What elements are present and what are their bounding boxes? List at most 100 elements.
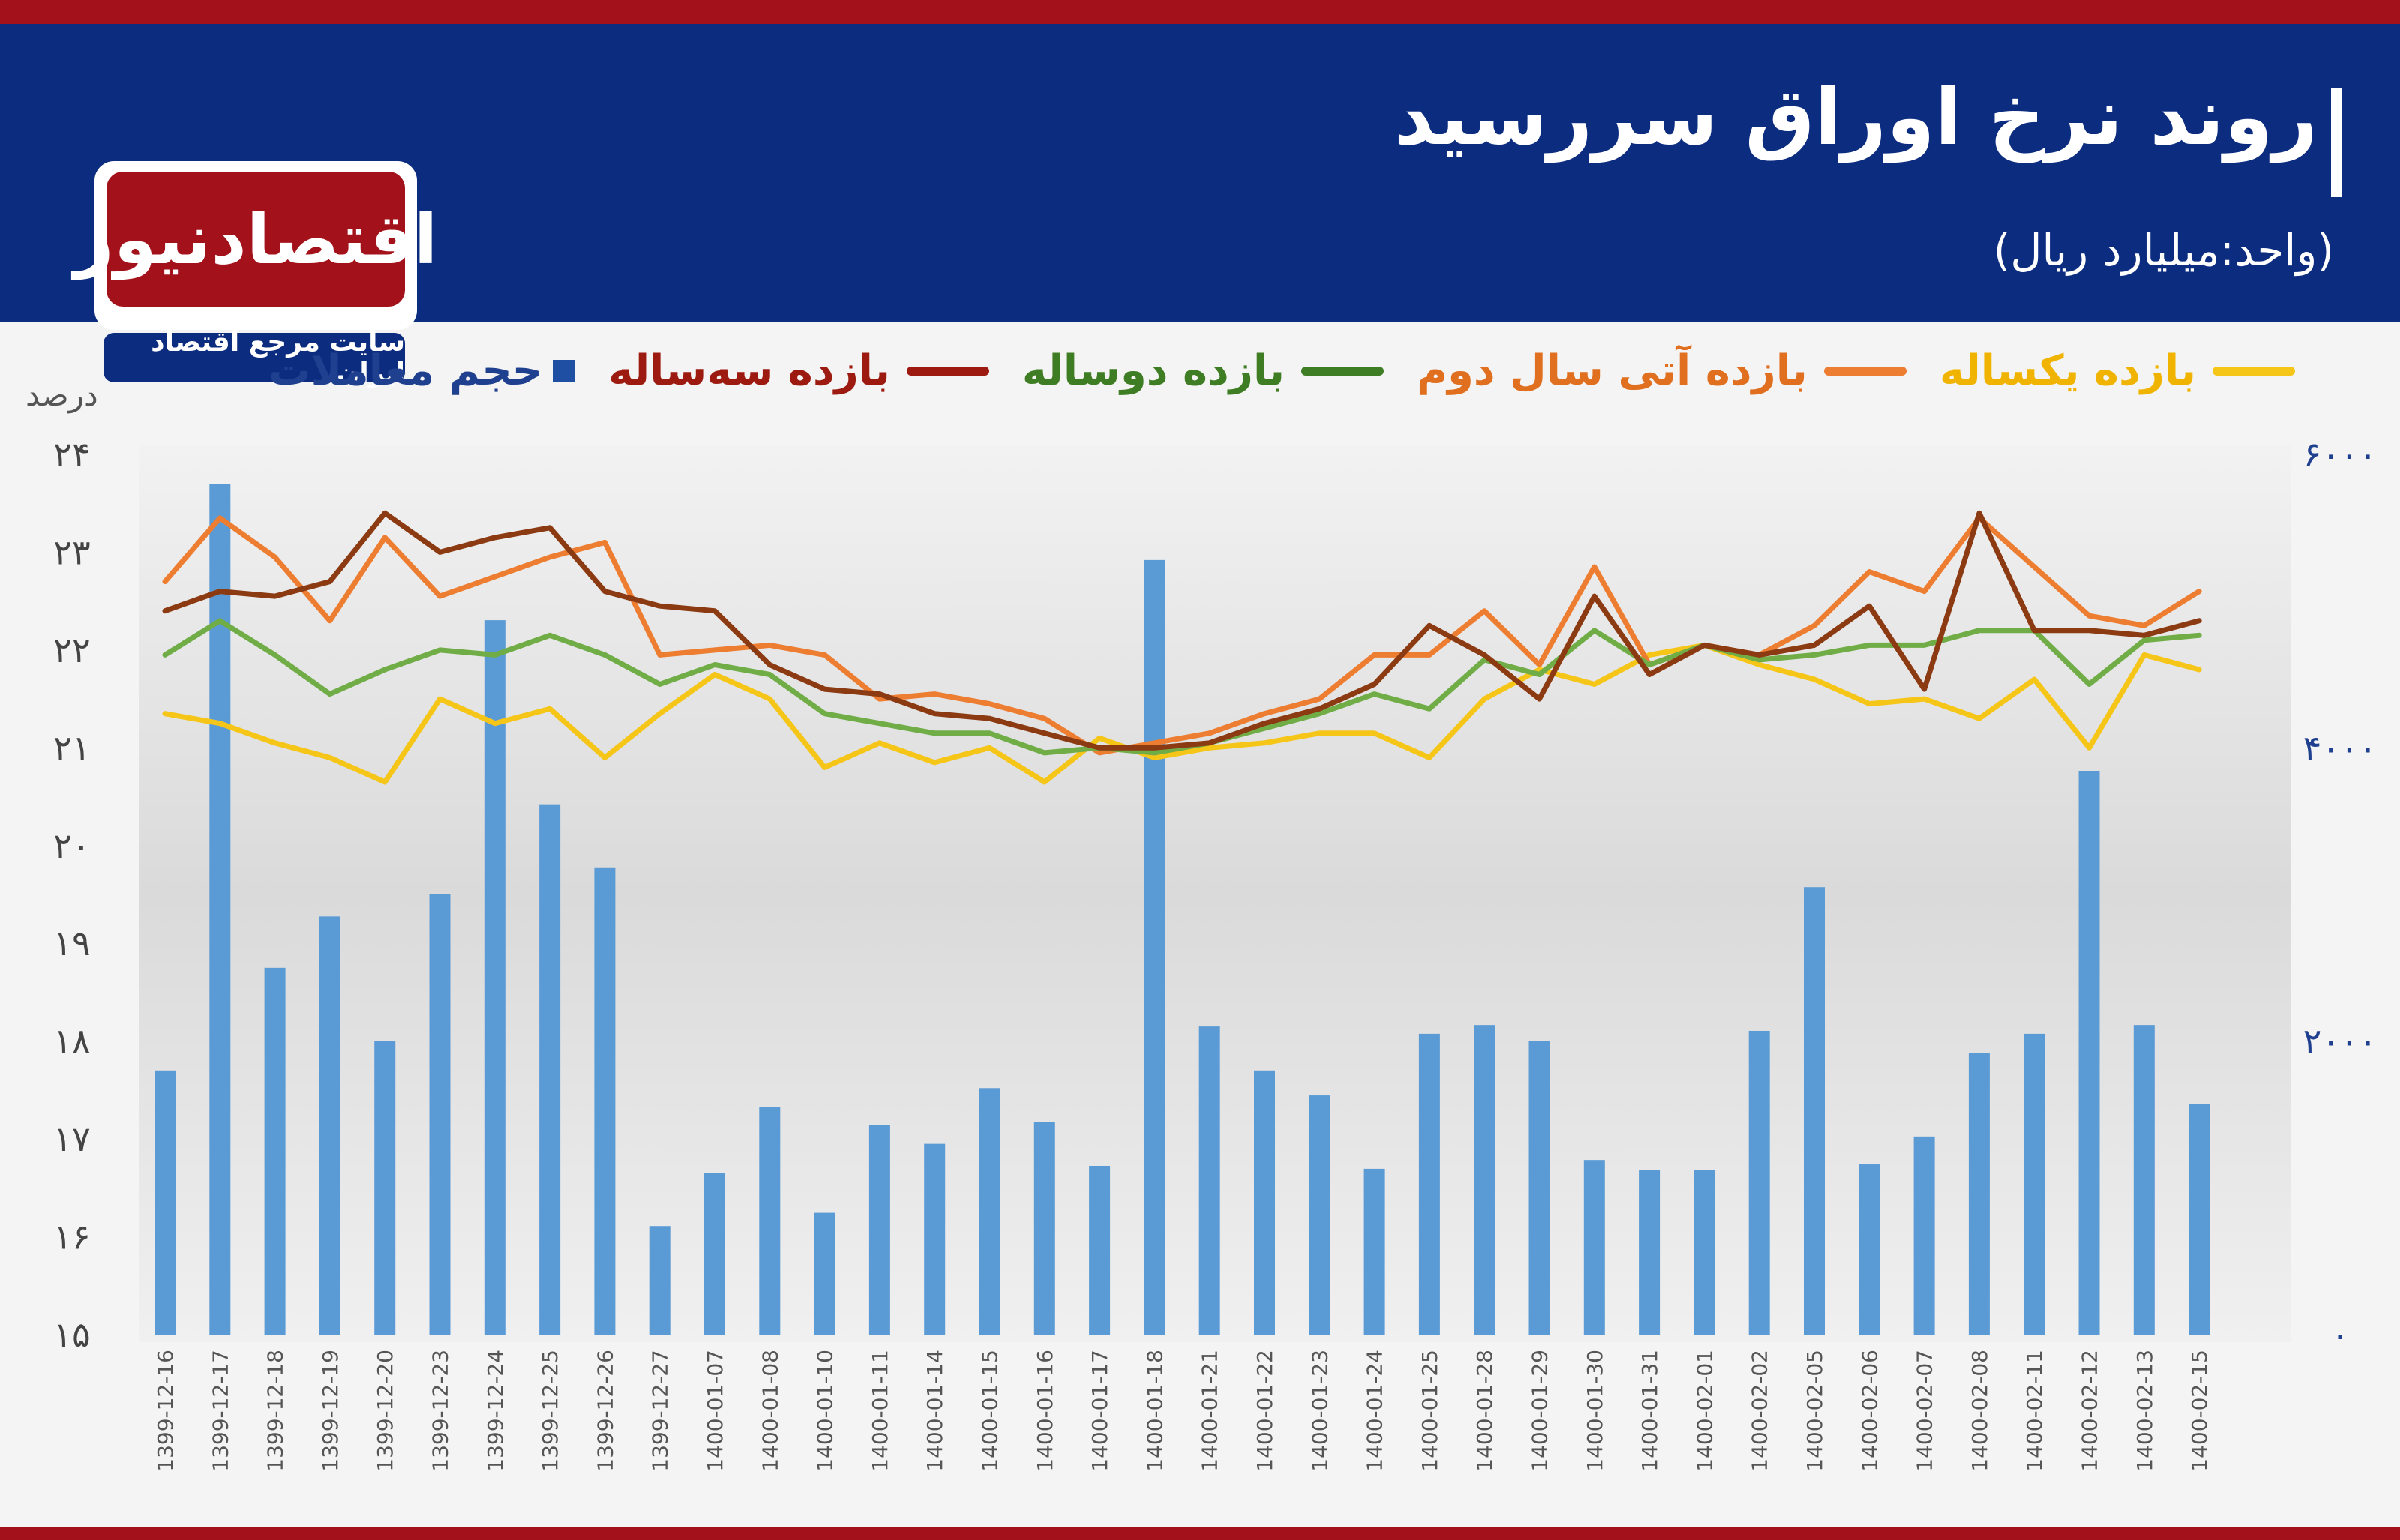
bar-volume-1400-01-24	[1364, 1168, 1385, 1335]
bar-volume-1399-12-17	[209, 484, 231, 1335]
bar-volume-1400-01-21	[1198, 1026, 1220, 1335]
y-right-tick: ۲۰۰۰	[2303, 1021, 2378, 1062]
bar-volume-1399-12-25	[539, 804, 561, 1335]
bar-volume-1400-02-01	[1694, 1170, 1715, 1335]
bar-volume-1400-02-13	[2133, 1025, 2155, 1335]
y-axis-left-label: درصد	[26, 376, 98, 413]
bar-volume-1400-01-28	[1474, 1025, 1496, 1335]
bar-volume-1400-02-08	[1968, 1053, 1990, 1335]
bar-volume-1400-02-12	[2078, 771, 2100, 1335]
top-strip	[0, 0, 2400, 24]
x-tick-label: 1400-01-15	[978, 1350, 1003, 1472]
y-left-tick: ۱۹	[53, 923, 90, 963]
legend-item-two-year: بازده دوساله	[1022, 346, 1384, 395]
bar-volume-1399-12-20	[374, 1041, 396, 1335]
y-left-tick: ۲۴	[53, 434, 90, 475]
x-tick-label: 1400-01-29	[1528, 1350, 1552, 1472]
bar-volume-1400-01-22	[1254, 1070, 1275, 1335]
bar-volume-1399-12-18	[264, 967, 286, 1335]
x-tick-label: 1400-02-07	[1912, 1350, 1937, 1472]
bar-volume-1400-01-07	[704, 1173, 725, 1335]
x-tick-label: 1400-02-01	[1692, 1350, 1717, 1472]
unit-label: (واحد:میلیارد ریال)	[1993, 225, 2334, 276]
bar-volume-1399-12-26	[594, 867, 616, 1335]
legend-swatch-future-second-year	[1823, 366, 1906, 376]
x-tick-label: 1399-12-16	[153, 1350, 178, 1472]
line-three-year	[162, 510, 2202, 751]
bar-volume-1399-12-16	[154, 1070, 176, 1335]
x-tick-label: 1400-02-15	[2187, 1350, 2212, 1472]
x-tick-label: 1399-12-25	[538, 1350, 562, 1472]
bar-volume-1400-02-05	[1804, 887, 1825, 1335]
y-left-tick: ۱۸	[53, 1021, 90, 1062]
line-future-second-year	[162, 515, 2202, 756]
bar-volume-1400-02-06	[1858, 1164, 1880, 1335]
x-tick-label: 1399-12-27	[648, 1350, 673, 1472]
bar-volume-1399-12-27	[649, 1226, 670, 1335]
legend-item-three-year: بازده سه‌ساله	[608, 346, 989, 395]
y-left-tick: ۲۲	[53, 630, 90, 670]
title-accent-bar	[2331, 88, 2342, 197]
legend-item-future-second-year: بازده آتی سال دوم	[1417, 346, 1906, 395]
x-tick-label: 1400-02-12	[2078, 1350, 2102, 1472]
x-tick-label: 1400-02-11	[2022, 1350, 2047, 1472]
x-tick-label: 1399-12-23	[428, 1350, 453, 1472]
x-tick-label: 1400-02-06	[1857, 1350, 1882, 1472]
bar-volume-1400-01-23	[1309, 1095, 1330, 1335]
bar-volume-1400-01-29	[1528, 1041, 1550, 1335]
x-tick-label: 1400-02-05	[1802, 1350, 1827, 1472]
bottom-strip	[0, 1527, 2400, 1540]
y-right-tick: ۶۰۰۰	[2303, 434, 2378, 475]
x-tick-label: 1400-01-17	[1088, 1350, 1112, 1472]
bar-volume-1399-12-19	[319, 916, 340, 1335]
x-tick-label: 1400-01-10	[813, 1350, 838, 1472]
bar-volume-1400-01-17	[1089, 1165, 1111, 1335]
x-tick-label: 1400-02-08	[1967, 1350, 1992, 1472]
bar-volume-1400-01-14	[924, 1143, 946, 1335]
bar-volume-1400-01-16	[1034, 1122, 1055, 1335]
x-tick-label: 1400-01-22	[1252, 1350, 1277, 1472]
bar-volume-1400-01-30	[1583, 1160, 1605, 1335]
x-tick-label: 1399-12-20	[373, 1350, 398, 1472]
bar-volume-1399-12-24	[484, 620, 506, 1335]
x-tick-label: 1399-12-26	[592, 1350, 617, 1472]
bar-volume-1400-01-15	[979, 1088, 1000, 1335]
y-right-tick: ۰	[2331, 1314, 2350, 1355]
x-tick-label: 1400-01-07	[703, 1350, 728, 1472]
chart-legend: بازده یکساله بازده آتی سال دوم بازده دوس…	[236, 346, 2295, 395]
y-left-tick: ۲۰	[53, 825, 90, 866]
line-one-year	[162, 642, 2202, 785]
legend-item-volume: حجم معاملات	[268, 346, 576, 395]
bar-volume-1400-01-08	[759, 1107, 781, 1335]
bar-volume-1400-02-15	[2188, 1104, 2210, 1335]
bar-volume-1400-01-18	[1144, 559, 1166, 1335]
legend-item-one-year: بازده یکساله	[1940, 346, 2295, 395]
x-tick-label: 1400-01-28	[1472, 1350, 1497, 1472]
x-tick-label: 1399-12-18	[263, 1350, 288, 1472]
x-tick-label: 1400-01-21	[1198, 1350, 1222, 1472]
y-right-tick: ۴۰۰۰	[2303, 727, 2378, 768]
x-tick-label: 1400-02-02	[1748, 1350, 1772, 1472]
x-tick-label: 1400-01-31	[1637, 1350, 1662, 1472]
legend-swatch-one-year	[2212, 366, 2295, 376]
legend-label: بازده دوساله	[1022, 346, 1286, 395]
x-tick-label: 1400-01-24	[1363, 1350, 1388, 1472]
x-tick-label: 1400-01-11	[868, 1350, 892, 1472]
legend-label: حجم معاملات	[268, 346, 543, 395]
bar-volume-1400-01-25	[1418, 1033, 1440, 1335]
bar-volume-1400-01-11	[868, 1125, 890, 1335]
bar-volume-1400-02-11	[2024, 1033, 2045, 1335]
x-tick-label: 1400-01-25	[1418, 1350, 1442, 1472]
x-tick-label: 1400-01-14	[922, 1350, 947, 1472]
bar-volume-1400-01-31	[1639, 1170, 1660, 1335]
bar-volume-1400-02-07	[1913, 1136, 1935, 1335]
bar-volume-1400-01-10	[814, 1212, 836, 1335]
bar-volume-1399-12-23	[429, 894, 451, 1335]
y-left-tick: ۲۱	[53, 727, 90, 768]
x-tick-label: 1400-01-18	[1142, 1350, 1167, 1472]
x-tick-label: 1399-12-17	[208, 1350, 232, 1472]
x-tick-label: 1400-02-13	[2132, 1350, 2157, 1472]
x-tick-label: 1399-12-19	[318, 1350, 343, 1472]
x-tick-label: 1399-12-24	[483, 1350, 508, 1472]
